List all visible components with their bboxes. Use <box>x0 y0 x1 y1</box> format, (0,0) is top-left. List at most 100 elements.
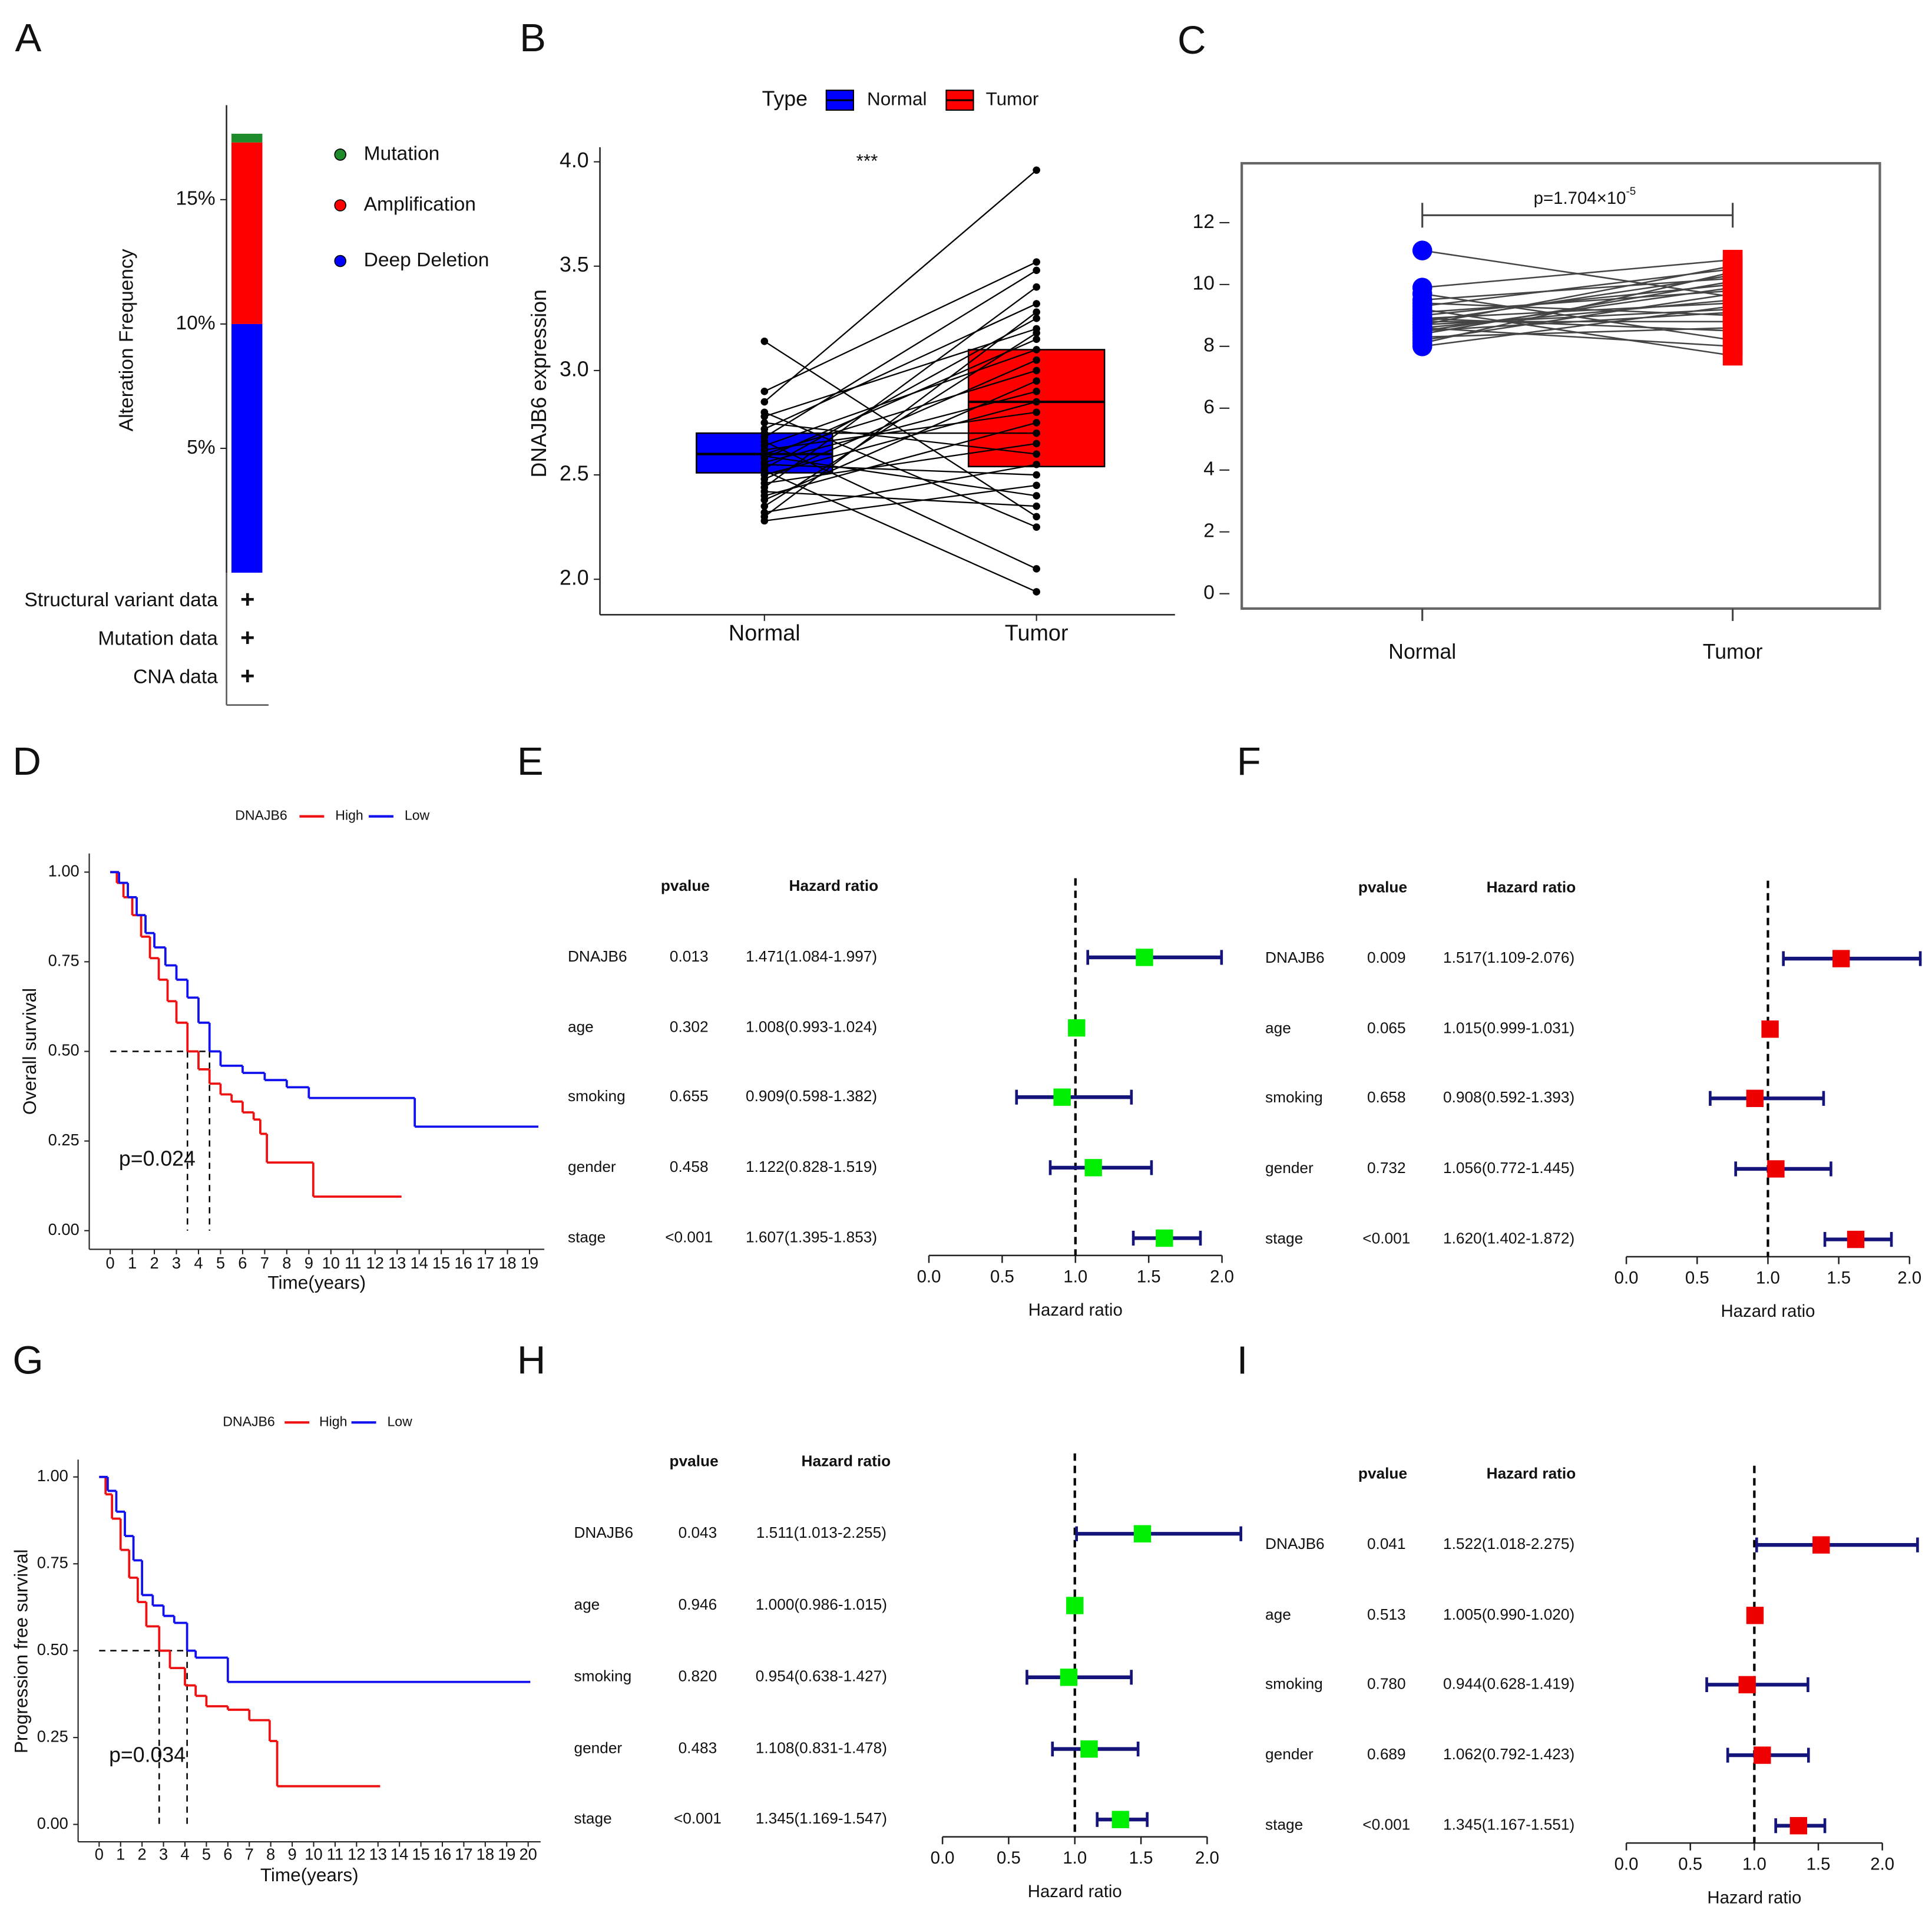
point <box>1033 523 1040 531</box>
legend-title: DNAJB6 <box>223 1413 275 1429</box>
point <box>760 517 769 525</box>
hazard-ratio-point <box>1738 1676 1756 1694</box>
x-tick-label: 5 <box>216 1254 225 1272</box>
pair-line <box>764 422 1037 497</box>
p-value: 0.946 <box>679 1595 717 1613</box>
legend-label: Low <box>387 1413 412 1429</box>
panel-letter: E <box>517 739 544 784</box>
p-value: 0.013 <box>670 947 709 965</box>
point <box>1033 429 1040 437</box>
hazard-ratio-label: 0.954(0.638-1.427) <box>756 1667 887 1685</box>
table-row-label: Mutation data <box>98 627 218 649</box>
hazard-ratio-label: 1.062(0.792-1.423) <box>1443 1745 1574 1763</box>
pair-line <box>764 380 1037 501</box>
x-tick-label: 19 <box>521 1254 538 1272</box>
legend-title: Type <box>762 87 808 110</box>
point <box>1033 166 1040 174</box>
x-tick-label: 0 <box>106 1254 115 1272</box>
pair-line <box>764 338 1037 459</box>
point <box>1033 440 1040 448</box>
hazard-ratio-point <box>1767 1160 1785 1178</box>
legend-label: Amplification <box>364 193 476 215</box>
pair-line <box>764 464 1037 476</box>
y-tick-label: 12 <box>1193 211 1215 233</box>
pair-line <box>764 464 1037 513</box>
panel-letter: I <box>1237 1338 1248 1382</box>
p-value: 0.041 <box>1367 1535 1406 1552</box>
hazard-ratio-point <box>1754 1746 1771 1764</box>
point <box>1412 336 1433 356</box>
legend-label: Deep Deletion <box>364 249 489 271</box>
hazard-ratio-point <box>1111 1811 1129 1828</box>
x-tick-label: 1.0 <box>1063 1848 1087 1868</box>
point <box>1033 502 1040 510</box>
pair-line <box>1422 286 1733 332</box>
x-tick-label: Normal <box>729 621 800 646</box>
row-label: age <box>1265 1606 1291 1623</box>
point <box>760 338 769 345</box>
hazard-ratio-label: 1.108(0.831-1.478) <box>756 1739 887 1757</box>
row-label: age <box>1265 1019 1291 1037</box>
column-header: Hazard ratio <box>802 1452 891 1469</box>
x-tick-label: 1.5 <box>1129 1848 1153 1868</box>
point <box>1033 450 1040 458</box>
x-tick-label: 0.5 <box>990 1267 1014 1286</box>
point <box>1033 461 1040 468</box>
point <box>1033 335 1040 343</box>
panel-letter: G <box>12 1338 43 1382</box>
hazard-ratio-label: 1.345(1.169-1.547) <box>756 1809 887 1827</box>
pair-line <box>1422 302 1733 319</box>
bar-segment <box>231 133 263 143</box>
x-tick-label: 8 <box>266 1845 275 1863</box>
y-tick-label: 0.50 <box>37 1640 68 1659</box>
pair-line <box>764 349 1037 447</box>
legend-title: DNAJB6 <box>235 808 287 823</box>
hazard-ratio-point <box>1084 1159 1102 1177</box>
x-tick-label: 1.5 <box>1827 1268 1851 1288</box>
point <box>1722 296 1743 316</box>
x-axis-title: Time(years) <box>267 1272 366 1293</box>
y-tick-label: 6 <box>1203 397 1215 418</box>
x-tick-label: 5 <box>202 1845 211 1863</box>
x-tick-label: 2.0 <box>1195 1848 1219 1868</box>
point <box>760 419 769 427</box>
x-tick-label: 1.0 <box>1742 1855 1766 1874</box>
hazard-ratio-label: 1.005(0.990-1.020) <box>1443 1606 1574 1623</box>
point <box>1722 318 1743 338</box>
point <box>1033 356 1040 364</box>
x-tick-label: 2.0 <box>1210 1267 1234 1286</box>
legend-dot <box>334 148 346 161</box>
point <box>1033 366 1040 375</box>
row-label: stage <box>574 1809 611 1827</box>
p-value: 0.820 <box>679 1667 717 1685</box>
pair-line <box>1422 305 1733 348</box>
legend-label: High <box>319 1413 347 1429</box>
pair-line <box>764 470 1037 593</box>
annotation: p=1.704×10-5 <box>1534 185 1636 207</box>
pair-line <box>1422 265 1733 326</box>
panel-letter: A <box>15 16 42 60</box>
x-tick-label: 2.0 <box>1897 1268 1921 1288</box>
hazard-ratio-label: 1.511(1.013-2.255) <box>756 1524 886 1541</box>
pair-line <box>1422 259 1733 289</box>
x-tick-label: 0.5 <box>1685 1268 1709 1288</box>
y-tick-label: 2 <box>1203 520 1215 542</box>
point <box>1033 492 1040 500</box>
point <box>1033 315 1040 322</box>
legend-label: High <box>335 808 363 823</box>
x-tick-label: 7 <box>260 1254 269 1272</box>
y-axis-title: Alteration Frequency <box>115 249 137 431</box>
row-label: gender <box>1265 1745 1314 1763</box>
point <box>1033 408 1040 417</box>
hazard-ratio-point <box>1133 1525 1152 1542</box>
annotation: p=0.034 <box>109 1743 186 1767</box>
x-tick-label: 1.5 <box>1807 1855 1831 1874</box>
panel-letter: F <box>1237 739 1261 784</box>
y-tick-label: 0.75 <box>48 952 80 970</box>
pair-line <box>764 332 1037 507</box>
p-value: 0.009 <box>1367 949 1406 966</box>
row-label: smoking <box>574 1667 631 1685</box>
row-label: smoking <box>1265 1088 1323 1106</box>
x-tick-label: 8 <box>282 1254 291 1272</box>
